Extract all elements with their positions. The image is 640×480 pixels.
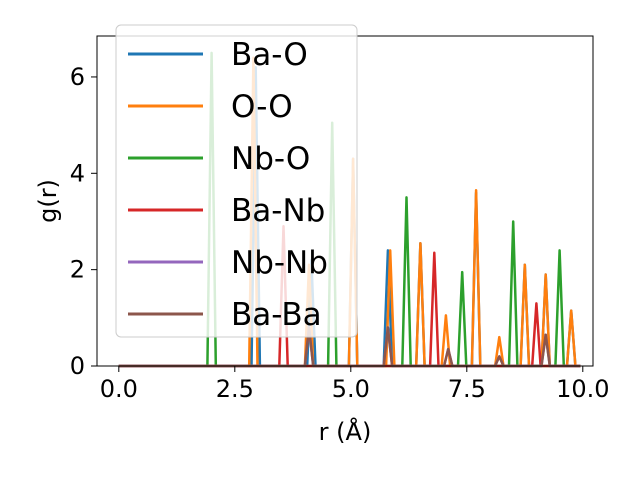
- y-tick-label: 6: [70, 63, 85, 91]
- series-line-ba-ba: [118, 326, 581, 368]
- y-tick-label: 2: [70, 256, 85, 284]
- x-tick-label: 7.5: [448, 375, 486, 403]
- legend: Ba-O O-O Nb-O Ba-Nb Nb-Nb Ba-Ba: [115, 24, 358, 338]
- legend-label: Ba-Nb: [231, 193, 325, 229]
- y-axis-label: g(r): [34, 179, 62, 223]
- x-axis: 0.0 2.5 5.0 7.5 10.0: [100, 366, 610, 403]
- x-tick-label: 2.5: [216, 375, 254, 403]
- legend-label: Ba-O: [231, 37, 308, 73]
- y-tick-label: 4: [70, 159, 85, 187]
- legend-label: Nb-Nb: [231, 245, 328, 281]
- x-tick-label: 0.0: [100, 375, 138, 403]
- x-tick-label: 5.0: [332, 375, 370, 403]
- x-tick-label: 10.0: [556, 375, 609, 403]
- legend-label: O-O: [231, 89, 293, 125]
- legend-label: Ba-Ba: [231, 297, 322, 333]
- legend-label: Nb-O: [231, 141, 310, 177]
- y-tick-label: 0: [70, 352, 85, 380]
- y-axis: 0 2 4 6: [70, 63, 97, 380]
- x-axis-label: r (Å): [319, 417, 372, 446]
- legend-box: [115, 24, 358, 338]
